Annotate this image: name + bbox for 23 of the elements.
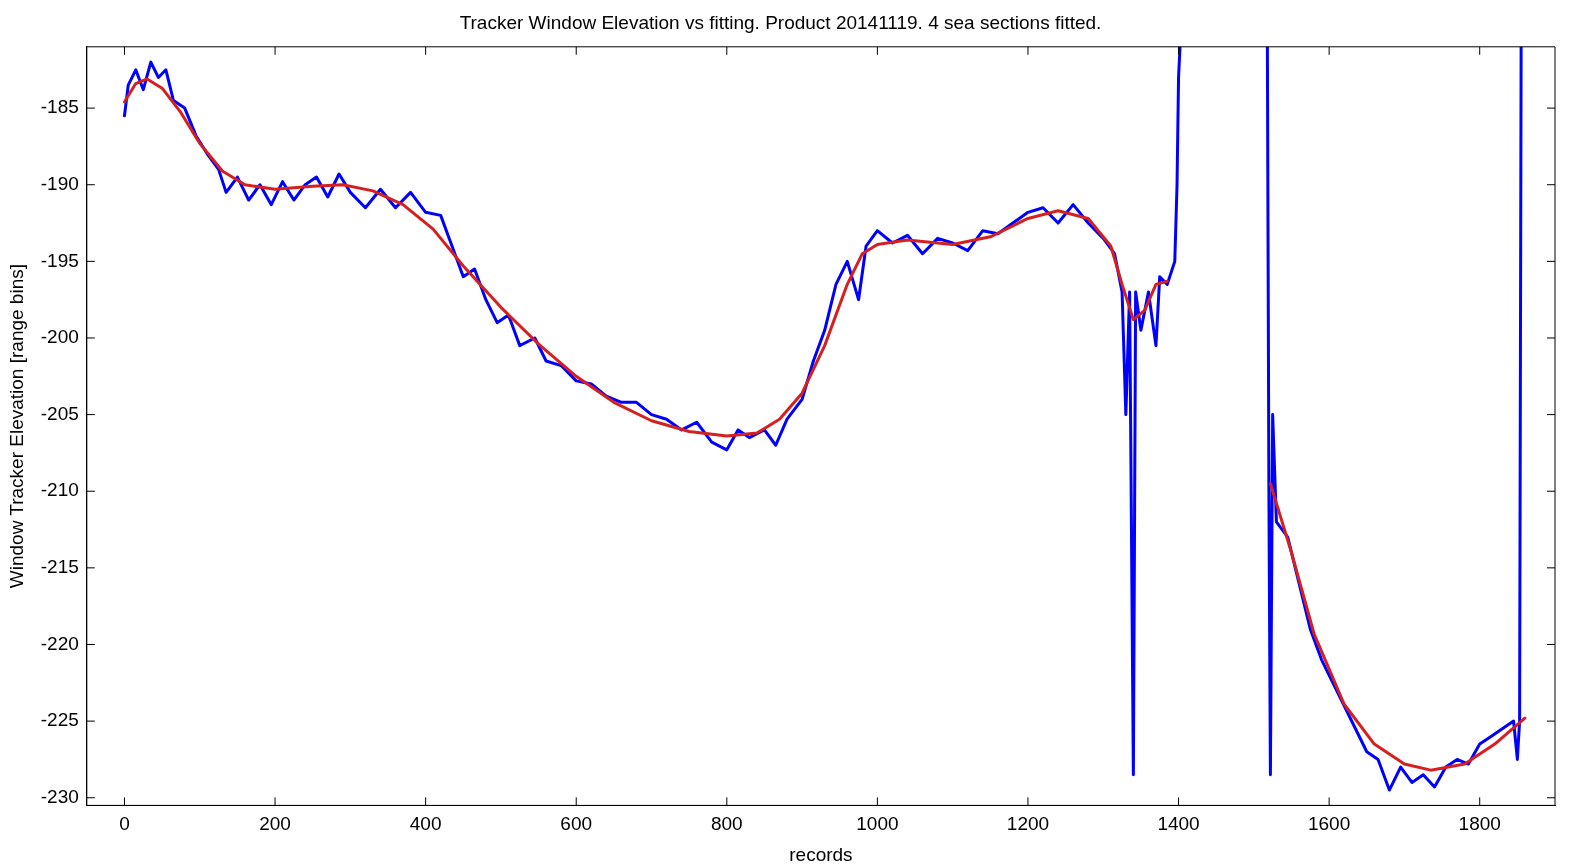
x-tick-label: 600 xyxy=(560,813,593,835)
chart-title: Tracker Window Elevation vs fitting. Product 20141119. 4 sea sections fitted. xyxy=(459,11,1102,33)
y-tick-label: -225 xyxy=(40,709,79,731)
x-tick-label: 1400 xyxy=(1157,813,1200,835)
x-tick-label: 1800 xyxy=(1458,813,1501,835)
y-tick-label: -185 xyxy=(40,96,79,118)
y-tick-label: -200 xyxy=(40,326,79,348)
y-axis-title: Window Tracker Elevation [range bins] xyxy=(5,263,27,589)
x-tick-label: 1200 xyxy=(1006,813,1050,835)
x-tick-label: 1000 xyxy=(856,813,899,835)
x-tick-label: 1600 xyxy=(1307,813,1351,835)
y-tick-label: -195 xyxy=(40,249,79,271)
x-tick-label: 0 xyxy=(119,813,130,835)
y-tick-label: -220 xyxy=(40,632,79,654)
y-tick-label: -210 xyxy=(40,479,79,501)
x-axis-title: records xyxy=(789,843,853,865)
y-tick-label: -215 xyxy=(40,556,79,578)
x-tick-label: 400 xyxy=(409,813,442,835)
y-tick-label: -230 xyxy=(40,785,79,807)
y-tick-label: -190 xyxy=(40,172,79,194)
y-tick-label: -205 xyxy=(40,402,79,424)
x-tick-label: 200 xyxy=(259,813,291,835)
x-tick-label: 800 xyxy=(710,813,743,835)
